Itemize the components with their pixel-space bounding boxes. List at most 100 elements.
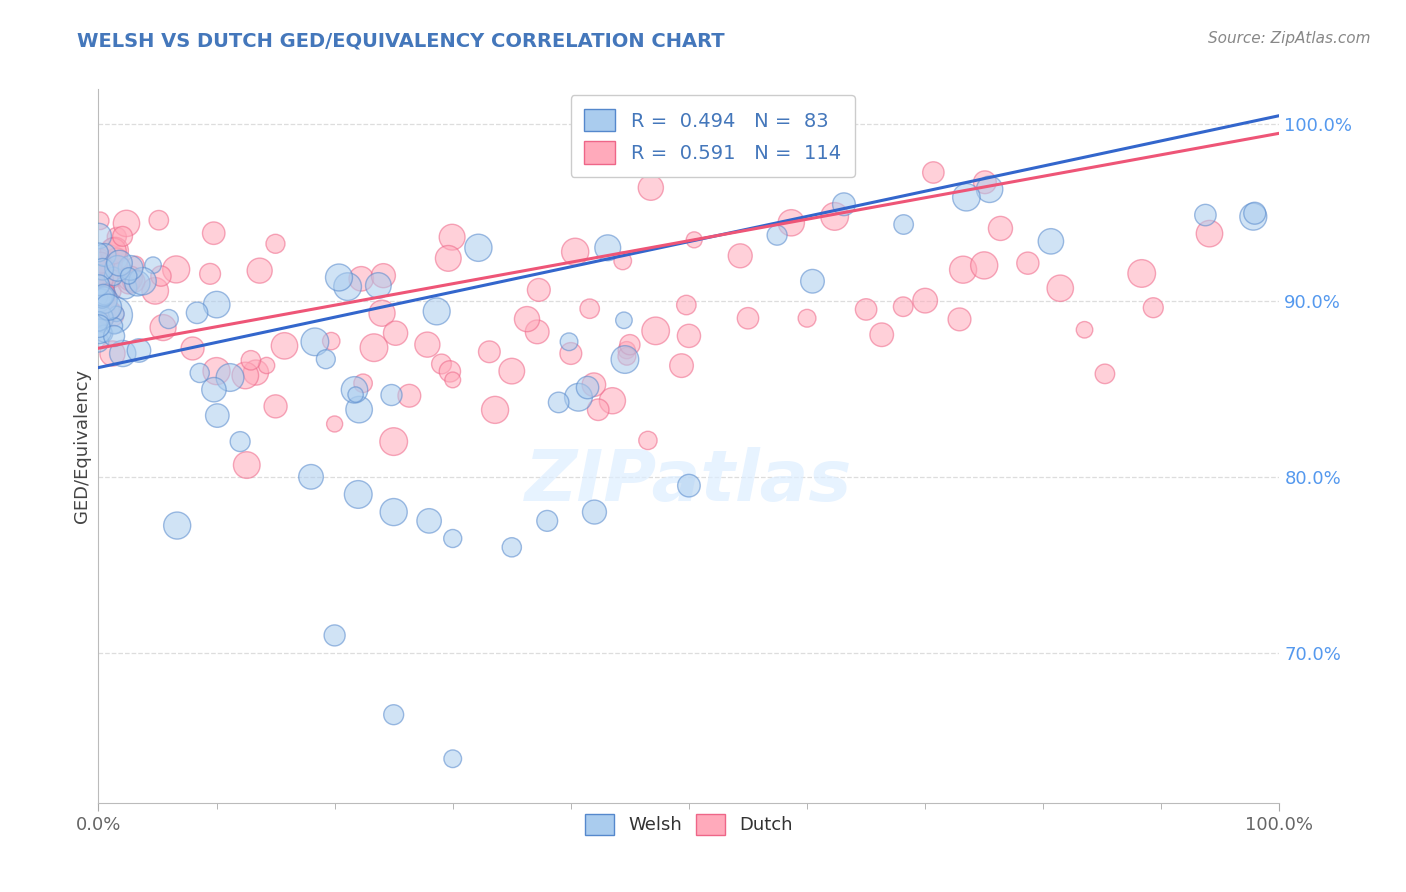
Point bbox=[855, 302, 877, 317]
Point bbox=[114, 280, 136, 294]
Point bbox=[437, 252, 460, 266]
Point bbox=[239, 353, 262, 368]
Point bbox=[304, 334, 326, 349]
Point bbox=[299, 470, 322, 484]
Point bbox=[87, 314, 110, 328]
Point bbox=[94, 277, 117, 291]
Point bbox=[547, 395, 569, 409]
Point bbox=[1130, 267, 1153, 281]
Point bbox=[683, 233, 706, 247]
Point bbox=[426, 304, 449, 318]
Point bbox=[441, 373, 464, 387]
Point bbox=[766, 228, 789, 243]
Point bbox=[264, 400, 287, 414]
Point bbox=[582, 377, 605, 392]
Point bbox=[128, 343, 150, 358]
Point bbox=[323, 628, 346, 642]
Point bbox=[127, 277, 149, 291]
Point bbox=[107, 261, 129, 276]
Point bbox=[89, 311, 111, 326]
Point bbox=[103, 318, 125, 333]
Point bbox=[382, 707, 405, 722]
Point bbox=[373, 268, 395, 283]
Point bbox=[619, 337, 641, 351]
Point bbox=[89, 294, 111, 309]
Point bbox=[560, 346, 582, 360]
Point bbox=[219, 370, 242, 384]
Point bbox=[336, 279, 359, 293]
Point bbox=[347, 487, 370, 501]
Point bbox=[118, 276, 141, 290]
Point bbox=[328, 270, 350, 285]
Point bbox=[273, 339, 295, 353]
Point bbox=[89, 302, 111, 317]
Point bbox=[576, 381, 599, 395]
Point bbox=[441, 532, 464, 546]
Point bbox=[205, 297, 228, 311]
Point bbox=[198, 267, 221, 281]
Point bbox=[637, 434, 659, 448]
Point bbox=[384, 326, 406, 341]
Point bbox=[948, 312, 970, 326]
Point bbox=[103, 308, 125, 322]
Point bbox=[1243, 206, 1265, 220]
Point bbox=[186, 306, 208, 320]
Point bbox=[256, 359, 278, 373]
Point bbox=[181, 342, 204, 356]
Legend: Welsh, Dutch: Welsh, Dutch bbox=[575, 805, 803, 844]
Point bbox=[103, 244, 125, 258]
Point bbox=[118, 268, 141, 283]
Text: ZIPatlas: ZIPatlas bbox=[526, 447, 852, 516]
Point bbox=[796, 311, 818, 326]
Point bbox=[93, 288, 115, 302]
Point bbox=[441, 752, 464, 766]
Point bbox=[91, 292, 114, 306]
Point bbox=[142, 258, 165, 272]
Point bbox=[87, 245, 110, 260]
Point bbox=[596, 241, 619, 255]
Point bbox=[728, 249, 751, 263]
Point bbox=[678, 478, 700, 492]
Point bbox=[1198, 227, 1220, 241]
Point bbox=[101, 346, 124, 360]
Point bbox=[315, 352, 337, 367]
Point bbox=[1094, 367, 1116, 381]
Point bbox=[955, 190, 977, 204]
Point bbox=[90, 255, 112, 269]
Point bbox=[979, 182, 1001, 196]
Point bbox=[613, 352, 636, 367]
Point bbox=[100, 285, 122, 299]
Point bbox=[87, 334, 110, 349]
Point bbox=[111, 346, 134, 360]
Point bbox=[103, 329, 125, 343]
Point bbox=[1017, 256, 1039, 270]
Point bbox=[105, 252, 128, 267]
Point bbox=[94, 303, 117, 318]
Point bbox=[484, 403, 506, 417]
Point bbox=[89, 309, 111, 323]
Point bbox=[157, 312, 180, 326]
Point bbox=[398, 389, 420, 403]
Point bbox=[612, 253, 634, 268]
Point bbox=[93, 288, 115, 302]
Point bbox=[640, 180, 662, 194]
Point bbox=[323, 417, 346, 431]
Point bbox=[914, 293, 936, 308]
Point bbox=[870, 327, 893, 342]
Point bbox=[103, 269, 125, 284]
Point bbox=[89, 285, 111, 300]
Point bbox=[363, 341, 385, 355]
Y-axis label: GED/Equivalency: GED/Equivalency bbox=[73, 369, 91, 523]
Point bbox=[89, 214, 111, 228]
Point bbox=[671, 359, 693, 373]
Point bbox=[371, 306, 394, 320]
Point bbox=[567, 390, 589, 404]
Point bbox=[236, 458, 259, 472]
Point bbox=[87, 229, 110, 244]
Point bbox=[616, 349, 638, 363]
Point bbox=[249, 263, 271, 277]
Point bbox=[87, 319, 110, 334]
Point bbox=[93, 326, 115, 341]
Point bbox=[233, 368, 256, 383]
Point bbox=[87, 263, 110, 277]
